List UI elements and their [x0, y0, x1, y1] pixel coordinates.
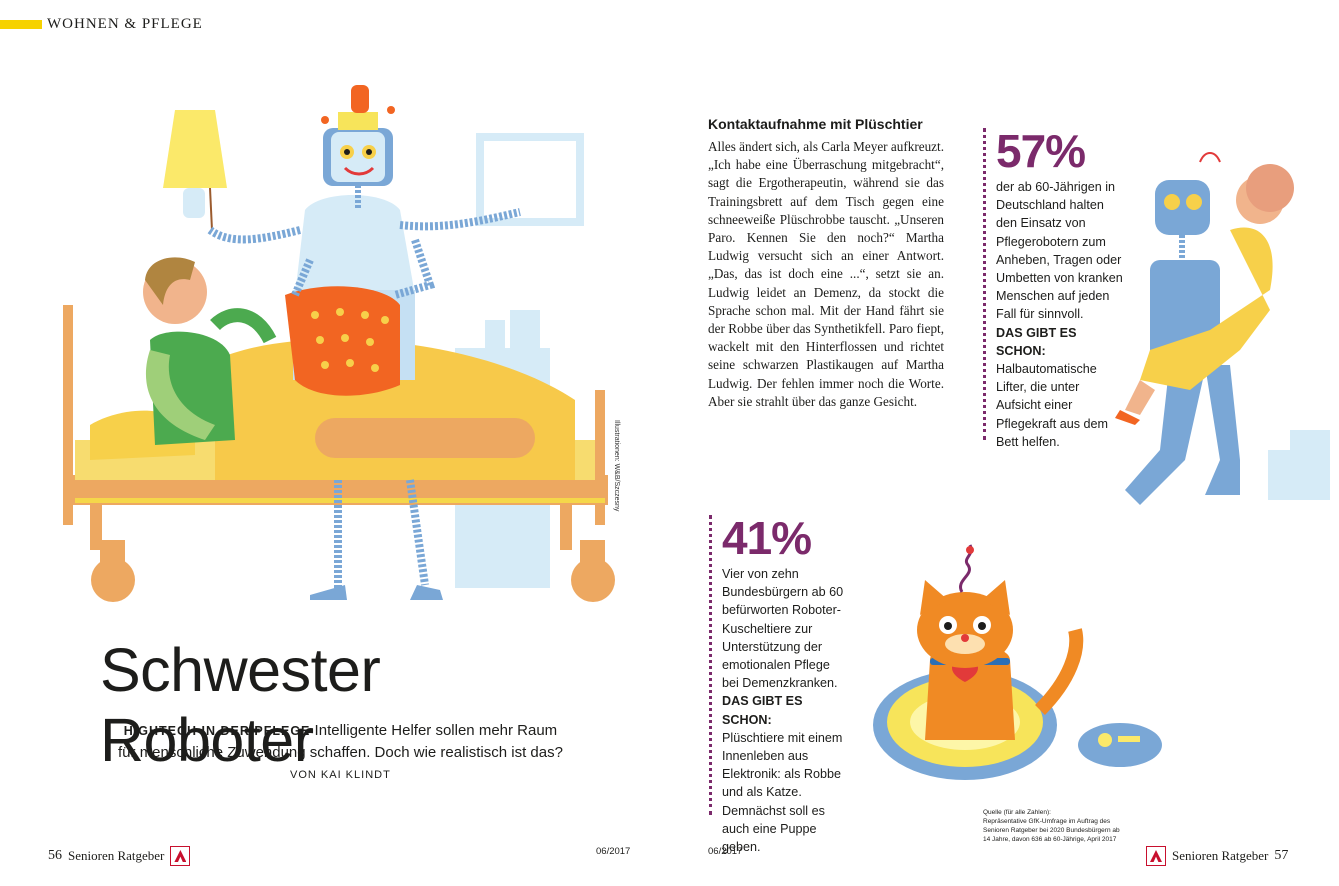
article-column: Kontaktaufnahme mit Plüschtier Alles änd… [708, 116, 944, 411]
stat-box-41: 41% Vier von zehn Bundesbürgern ab 60 be… [709, 512, 849, 854]
issue-date: 06/2017 [596, 846, 631, 857]
robot-cat-illustration [873, 544, 1162, 780]
byline: VON KAI KLINDT [290, 769, 391, 781]
article-body: Alles ändert sich, als Carla Meyer aufkr… [708, 139, 944, 409]
magazine-name: Senioren Ratgeber [1172, 848, 1269, 863]
stat-box-57: 57% der ab 60-Jährigen in Deutschland ha… [983, 125, 1123, 449]
pharmacy-logo-icon [170, 846, 191, 866]
footer-right-date: 06/2017 [708, 846, 742, 857]
stat-text: der ab 60-Jährigen in Deutschland halten… [996, 178, 1123, 451]
stat-text: Vier von zehn Bundesbürgern ab 60 befürw… [722, 565, 849, 856]
stat-description: Vier von zehn Bundesbürgern ab 60 befürw… [722, 567, 844, 691]
footer-right: Senioren Ratgeber 57 [1146, 846, 1288, 866]
article-heading: Kontaktaufnahme mit Plüschtier [708, 116, 923, 132]
stat-description: der ab 60-Jährigen in Deutschland halten… [996, 180, 1123, 322]
stat-value: 57% [996, 125, 1086, 177]
source-label: Quelle (für alle Zahlen): [983, 809, 1051, 816]
section-color-bar [0, 20, 42, 29]
article-title: Schwester Roboter [100, 636, 381, 774]
stat-exists-text: Plüschtiere mit einem Innenleben aus Ele… [722, 730, 843, 855]
stat-exists-text: Halbautomatische Lifter, die unter Aufsi… [996, 362, 1109, 449]
footer-left-date: 06/2017 [596, 846, 630, 857]
section-label: WOHNEN & PFLEGE [47, 16, 203, 32]
illustration-credit: Illustrationen: W&B/Szczesny [613, 420, 620, 512]
page-number: 56 [48, 848, 62, 863]
robot-carrying-illustration [1115, 152, 1330, 505]
lead-text: Intelligente Helfer sollen mehr Raum für… [118, 722, 563, 761]
stat-exists-label: DAS GIBT ES SCHON: [996, 325, 1077, 358]
robot-nurse-illustration [63, 85, 615, 602]
lead-paragraph: HIGHTECH IN DER PFLEGE Intelligente Helf… [118, 720, 563, 763]
page-number: 57 [1274, 848, 1289, 863]
footer-left: 56 Senioren Ratgeber [48, 846, 191, 866]
magazine-name: Senioren Ratgeber [68, 848, 165, 863]
pharmacy-logo-icon [1146, 846, 1166, 866]
stat-exists-label: DAS GIBT ES SCHON: [722, 694, 803, 727]
lead-kicker: HIGHTECH IN DER PFLEGE [123, 724, 311, 738]
source-text: Repräsentative GfK-Umfrage im Auftrag de… [983, 818, 1120, 843]
stat-value: 41% [722, 512, 812, 564]
issue-date: 06/2017 [708, 846, 743, 857]
source-note: Quelle (für alle Zahlen): Repräsentative… [983, 808, 1128, 844]
